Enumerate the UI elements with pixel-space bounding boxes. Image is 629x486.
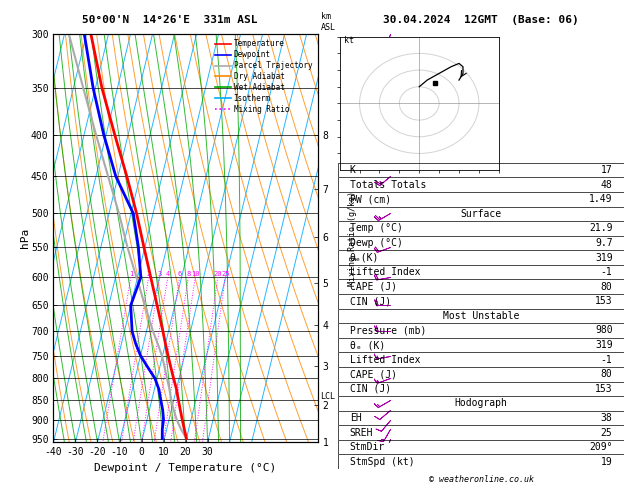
Text: Dewp (°C): Dewp (°C) <box>350 238 403 248</box>
Text: 20: 20 <box>213 271 222 278</box>
Text: 6: 6 <box>177 271 182 278</box>
Text: 209°: 209° <box>589 442 613 452</box>
Text: 2: 2 <box>147 271 151 278</box>
Text: StmDir: StmDir <box>350 442 385 452</box>
Text: PW (cm): PW (cm) <box>350 194 391 204</box>
Text: Most Unstable: Most Unstable <box>443 311 520 321</box>
Text: Totals Totals: Totals Totals <box>350 180 426 190</box>
Text: θₑ (K): θₑ (K) <box>350 340 385 350</box>
Text: 30.04.2024  12GMT  (Base: 06): 30.04.2024 12GMT (Base: 06) <box>383 15 579 25</box>
Text: CAPE (J): CAPE (J) <box>350 369 397 379</box>
Text: 1: 1 <box>129 271 133 278</box>
Text: CIN (J): CIN (J) <box>350 384 391 394</box>
Text: 25: 25 <box>601 428 613 437</box>
X-axis label: Dewpoint / Temperature (°C): Dewpoint / Temperature (°C) <box>94 463 277 473</box>
Text: kt: kt <box>343 36 353 45</box>
Text: 3: 3 <box>157 271 162 278</box>
Text: -1: -1 <box>601 267 613 277</box>
Text: 25: 25 <box>221 271 230 278</box>
Text: CAPE (J): CAPE (J) <box>350 282 397 292</box>
Text: 4: 4 <box>165 271 170 278</box>
Text: km
ASL: km ASL <box>321 12 336 32</box>
Text: Hodograph: Hodograph <box>455 399 508 408</box>
Text: 9.7: 9.7 <box>595 238 613 248</box>
Text: © weatheronline.co.uk: © weatheronline.co.uk <box>429 474 533 484</box>
Text: StmSpd (kt): StmSpd (kt) <box>350 457 415 467</box>
Text: Mixing Ratio (g/kg): Mixing Ratio (g/kg) <box>348 191 357 286</box>
Y-axis label: hPa: hPa <box>19 228 30 248</box>
Text: 8: 8 <box>186 271 191 278</box>
Text: 21.9: 21.9 <box>589 224 613 233</box>
Text: -1: -1 <box>601 355 613 364</box>
Text: Pressure (mb): Pressure (mb) <box>350 326 426 335</box>
Text: 80: 80 <box>601 282 613 292</box>
Text: Temp (°C): Temp (°C) <box>350 224 403 233</box>
Text: SREH: SREH <box>350 428 374 437</box>
Text: LCL: LCL <box>320 392 335 400</box>
Text: 1.49: 1.49 <box>589 194 613 204</box>
Legend: Temperature, Dewpoint, Parcel Trajectory, Dry Adiabat, Wet Adiabat, Isotherm, Mi: Temperature, Dewpoint, Parcel Trajectory… <box>214 38 314 115</box>
Text: 10: 10 <box>191 271 199 278</box>
Text: Lifted Index: Lifted Index <box>350 355 420 364</box>
Text: Lifted Index: Lifted Index <box>350 267 420 277</box>
Text: 980: 980 <box>595 326 613 335</box>
Text: 319: 319 <box>595 340 613 350</box>
Text: 38: 38 <box>601 413 613 423</box>
Text: Surface: Surface <box>460 209 502 219</box>
Text: 17: 17 <box>601 165 613 175</box>
Text: 153: 153 <box>595 384 613 394</box>
Text: 153: 153 <box>595 296 613 306</box>
Text: 50°00'N  14°26'E  331m ASL: 50°00'N 14°26'E 331m ASL <box>82 15 258 25</box>
Text: K: K <box>350 165 356 175</box>
Text: 80: 80 <box>601 369 613 379</box>
Text: 48: 48 <box>601 180 613 190</box>
Text: 319: 319 <box>595 253 613 262</box>
Text: θₑ(K): θₑ(K) <box>350 253 379 262</box>
Text: CIN (J): CIN (J) <box>350 296 391 306</box>
Text: EH: EH <box>350 413 362 423</box>
Text: 19: 19 <box>601 457 613 467</box>
